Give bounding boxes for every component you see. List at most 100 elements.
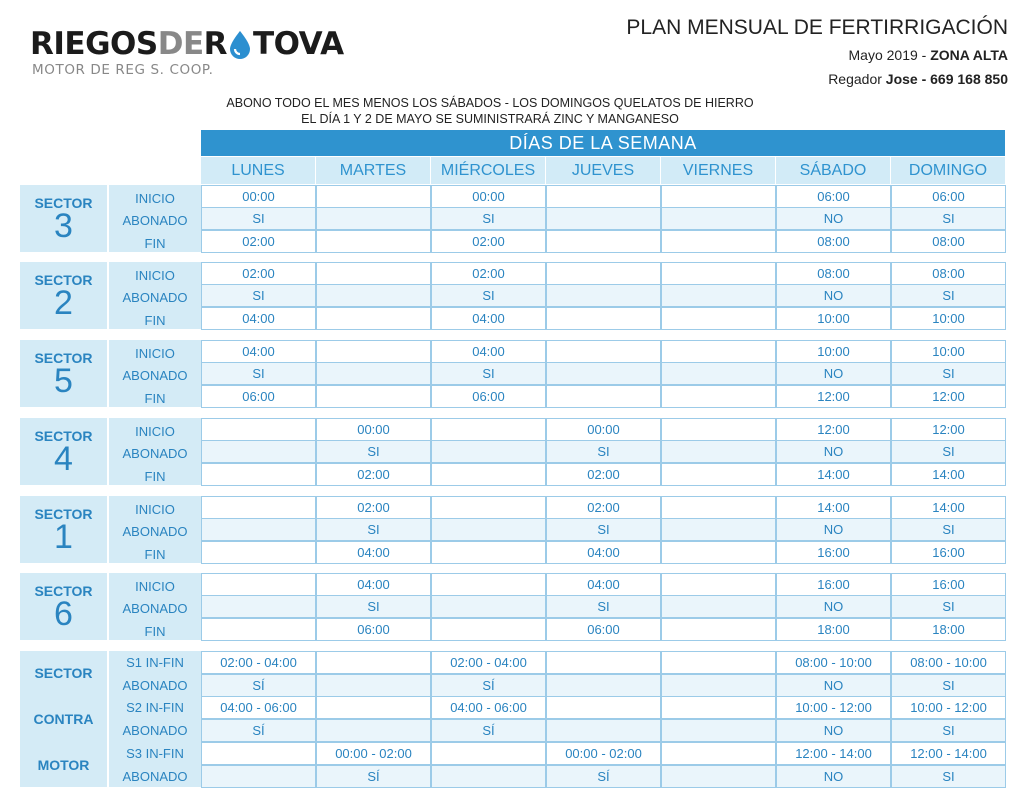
schedule-cell	[661, 229, 776, 253]
row-label: FIN	[144, 468, 166, 484]
month-zone: Mayo 2019 - ZONA ALTA	[848, 47, 1008, 63]
schedule-cell	[546, 306, 661, 330]
schedule-cell	[316, 185, 431, 208]
schedule-cell: SÍ	[431, 719, 546, 743]
schedule-cell	[201, 741, 316, 765]
row-label-box	[109, 496, 201, 563]
schedule-cell	[201, 462, 316, 486]
schedule-cell: SI	[201, 207, 316, 231]
schedule-cell	[316, 696, 431, 720]
schedule-cell	[661, 719, 776, 743]
row-label-box	[109, 340, 201, 407]
schedule-cell: 08:00	[776, 229, 891, 253]
schedule-cell: 04:00	[201, 306, 316, 330]
schedule-cell: SI	[201, 284, 316, 308]
schedule-cell	[661, 207, 776, 231]
schedule-cell: NO	[776, 764, 891, 788]
schedule-cell: 16:00	[891, 540, 1006, 564]
schedule-cell: 04:00	[431, 306, 546, 330]
schedule-cell: 12:00 - 14:00	[776, 741, 891, 765]
schedule-cell: 10:00 - 12:00	[891, 696, 1006, 720]
schedule-cell	[316, 719, 431, 743]
contra-row-label: ABONADO	[122, 723, 188, 739]
schedule-cell	[431, 418, 546, 441]
schedule-cell	[201, 573, 316, 596]
schedule-cell: 08:00	[891, 262, 1006, 285]
contra-word: SECTOR	[34, 665, 93, 681]
schedule-cell	[431, 764, 546, 788]
day-header: JUEVES	[546, 157, 660, 184]
page-title: PLAN MENSUAL DE FERTIRRIGACIÓN	[626, 16, 1008, 39]
schedule-cell: 00:00	[316, 418, 431, 441]
contra-word: CONTRA	[33, 711, 94, 727]
schedule-cell: 16:00	[891, 573, 1006, 596]
row-label: INICIO	[135, 579, 175, 594]
row-label-box	[109, 418, 201, 485]
schedule-cell	[661, 440, 776, 464]
schedule-cell: 04:00	[546, 540, 661, 564]
schedule-cell	[201, 518, 316, 542]
schedule-cell: SÍ	[201, 673, 316, 697]
schedule-cell: SI	[316, 518, 431, 542]
schedule-cell: NO	[776, 719, 891, 743]
day-header: DOMINGO	[891, 157, 1005, 184]
schedule-cell: SÍ	[546, 764, 661, 788]
schedule-cell	[201, 440, 316, 464]
schedule-cell	[431, 496, 546, 519]
schedule-cell	[546, 207, 661, 231]
schedule-cell	[661, 185, 776, 208]
sector-number: 4	[54, 440, 73, 478]
schedule-cell: 00:00 - 02:00	[546, 741, 661, 765]
schedule-cell	[661, 306, 776, 330]
schedule-cell: 06:00	[891, 185, 1006, 208]
schedule-cell: 18:00	[776, 617, 891, 641]
schedule-cell	[546, 719, 661, 743]
schedule-cell: 18:00	[891, 617, 1006, 641]
schedule-cell	[546, 362, 661, 386]
schedule-cell	[661, 518, 776, 542]
schedule-cell	[546, 229, 661, 253]
schedule-cell: 06:00	[431, 384, 546, 408]
schedule-cell: 02:00	[316, 496, 431, 519]
schedule-cell	[431, 595, 546, 619]
schedule-cell: 14:00	[776, 496, 891, 519]
schedule-cell: NO	[776, 207, 891, 231]
day-header: MARTES	[316, 157, 430, 184]
schedule-cell: 04:00	[546, 573, 661, 596]
schedule-cell: 02:00 - 04:00	[431, 651, 546, 674]
schedule-cell	[546, 284, 661, 308]
schedule-cell: SI	[891, 673, 1006, 697]
regador-info: Regador Jose - 669 168 850	[828, 71, 1008, 87]
schedule-cell: 08:00	[891, 229, 1006, 253]
schedule-cell: 14:00	[891, 496, 1006, 519]
schedule-cell	[546, 651, 661, 674]
sector-number: 6	[54, 595, 73, 633]
contra-row-label: S1 IN-FIN	[126, 655, 184, 670]
schedule-cell	[316, 673, 431, 697]
schedule-cell: 04:00	[201, 340, 316, 363]
row-label: ABONADO	[122, 290, 188, 306]
schedule-cell	[431, 617, 546, 641]
schedule-cell: SI	[891, 440, 1006, 464]
schedule-cell	[316, 340, 431, 363]
schedule-cell: 10:00	[891, 340, 1006, 363]
water-drop-icon	[230, 31, 251, 59]
row-label: FIN	[144, 546, 166, 562]
row-label: INICIO	[135, 268, 175, 283]
schedule-cell: 08:00 - 10:00	[891, 651, 1006, 674]
schedule-cell: SI	[431, 362, 546, 386]
schedule-cell: SI	[546, 595, 661, 619]
schedule-cell	[661, 540, 776, 564]
schedule-cell: 14:00	[776, 462, 891, 486]
schedule-cell: SI	[316, 440, 431, 464]
schedule-cell: SÍ	[316, 764, 431, 788]
schedule-cell	[431, 540, 546, 564]
schedule-cell	[431, 440, 546, 464]
schedule-cell	[661, 496, 776, 519]
schedule-cell	[661, 696, 776, 720]
schedule-cell: 04:00	[316, 540, 431, 564]
schedule-cell: SI	[431, 284, 546, 308]
contra-row-label: ABONADO	[122, 677, 188, 693]
row-label: ABONADO	[122, 213, 188, 229]
schedule-cell: NO	[776, 440, 891, 464]
